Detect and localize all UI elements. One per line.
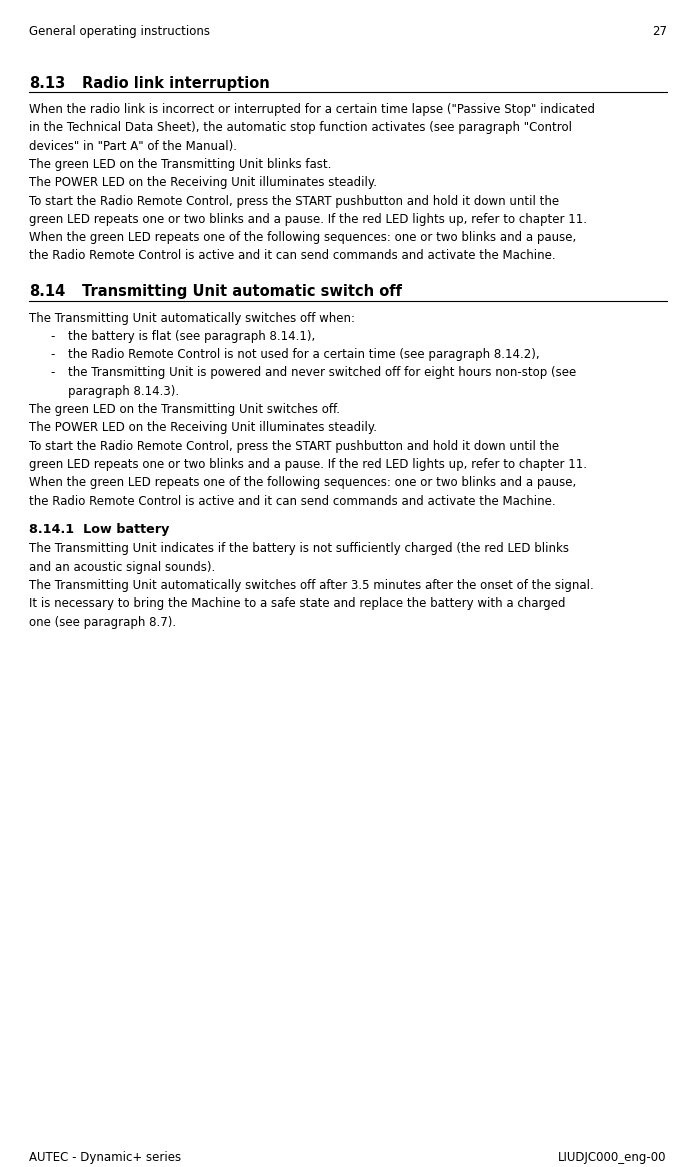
Text: the Radio Remote Control is active and it can send commands and activate the Mac: the Radio Remote Control is active and i… [29,250,556,263]
Text: one (see paragraph 8.7).: one (see paragraph 8.7). [29,615,176,629]
Text: 8.14.1  Low battery: 8.14.1 Low battery [29,523,170,536]
Text: the Radio Remote Control is not used for a certain time (see paragraph 8.14.2),: the Radio Remote Control is not used for… [68,348,540,361]
Text: green LED repeats one or two blinks and a pause. If the red LED lights up, refer: green LED repeats one or two blinks and … [29,457,587,471]
Text: LIUDJC000_eng-00: LIUDJC000_eng-00 [558,1151,667,1163]
Text: It is necessary to bring the Machine to a safe state and replace the battery wit: It is necessary to bring the Machine to … [29,598,566,610]
Text: The Transmitting Unit indicates if the battery is not sufficiently charged (the : The Transmitting Unit indicates if the b… [29,543,569,555]
Text: Transmitting Unit automatic switch off: Transmitting Unit automatic switch off [82,285,402,299]
Text: -: - [50,366,54,379]
Text: The green LED on the Transmitting Unit switches off.: The green LED on the Transmitting Unit s… [29,403,340,415]
Text: -: - [50,330,54,343]
Text: The POWER LED on the Receiving Unit illuminates steadily.: The POWER LED on the Receiving Unit illu… [29,176,377,189]
Text: 8.13: 8.13 [29,76,65,91]
Text: 27: 27 [651,25,667,37]
Text: the Transmitting Unit is powered and never switched off for eight hours non-stop: the Transmitting Unit is powered and nev… [68,366,576,379]
Text: General operating instructions: General operating instructions [29,25,210,37]
Text: To start the Radio Remote Control, press the START pushbutton and hold it down u: To start the Radio Remote Control, press… [29,195,560,208]
Text: in the Technical Data Sheet), the automatic stop function activates (see paragra: in the Technical Data Sheet), the automa… [29,121,572,134]
Text: The POWER LED on the Receiving Unit illuminates steadily.: The POWER LED on the Receiving Unit illu… [29,421,377,434]
Text: To start the Radio Remote Control, press the START pushbutton and hold it down u: To start the Radio Remote Control, press… [29,440,560,453]
Text: -: - [50,348,54,361]
Text: The Transmitting Unit automatically switches off after 3.5 minutes after the ons: The Transmitting Unit automatically swit… [29,579,594,592]
Text: The Transmitting Unit automatically switches off when:: The Transmitting Unit automatically swit… [29,312,355,324]
Text: When the green LED repeats one of the following sequences: one or two blinks and: When the green LED repeats one of the fo… [29,231,576,244]
Text: Radio link interruption: Radio link interruption [82,76,270,91]
Text: and an acoustic signal sounds).: and an acoustic signal sounds). [29,560,216,574]
Text: green LED repeats one or two blinks and a pause. If the red LED lights up, refer: green LED repeats one or two blinks and … [29,212,587,226]
Text: paragraph 8.14.3).: paragraph 8.14.3). [68,385,180,398]
Text: When the radio link is incorrect or interrupted for a certain time lapse ("Passi: When the radio link is incorrect or inte… [29,103,595,116]
Text: When the green LED repeats one of the following sequences: one or two blinks and: When the green LED repeats one of the fo… [29,476,576,489]
Text: devices" in "Part A" of the Manual).: devices" in "Part A" of the Manual). [29,140,237,153]
Text: the battery is flat (see paragraph 8.14.1),: the battery is flat (see paragraph 8.14.… [68,330,315,343]
Text: 8.14: 8.14 [29,285,65,299]
Text: the Radio Remote Control is active and it can send commands and activate the Mac: the Radio Remote Control is active and i… [29,495,556,508]
Text: The green LED on the Transmitting Unit blinks fast.: The green LED on the Transmitting Unit b… [29,158,331,172]
Text: AUTEC - Dynamic+ series: AUTEC - Dynamic+ series [29,1151,182,1163]
